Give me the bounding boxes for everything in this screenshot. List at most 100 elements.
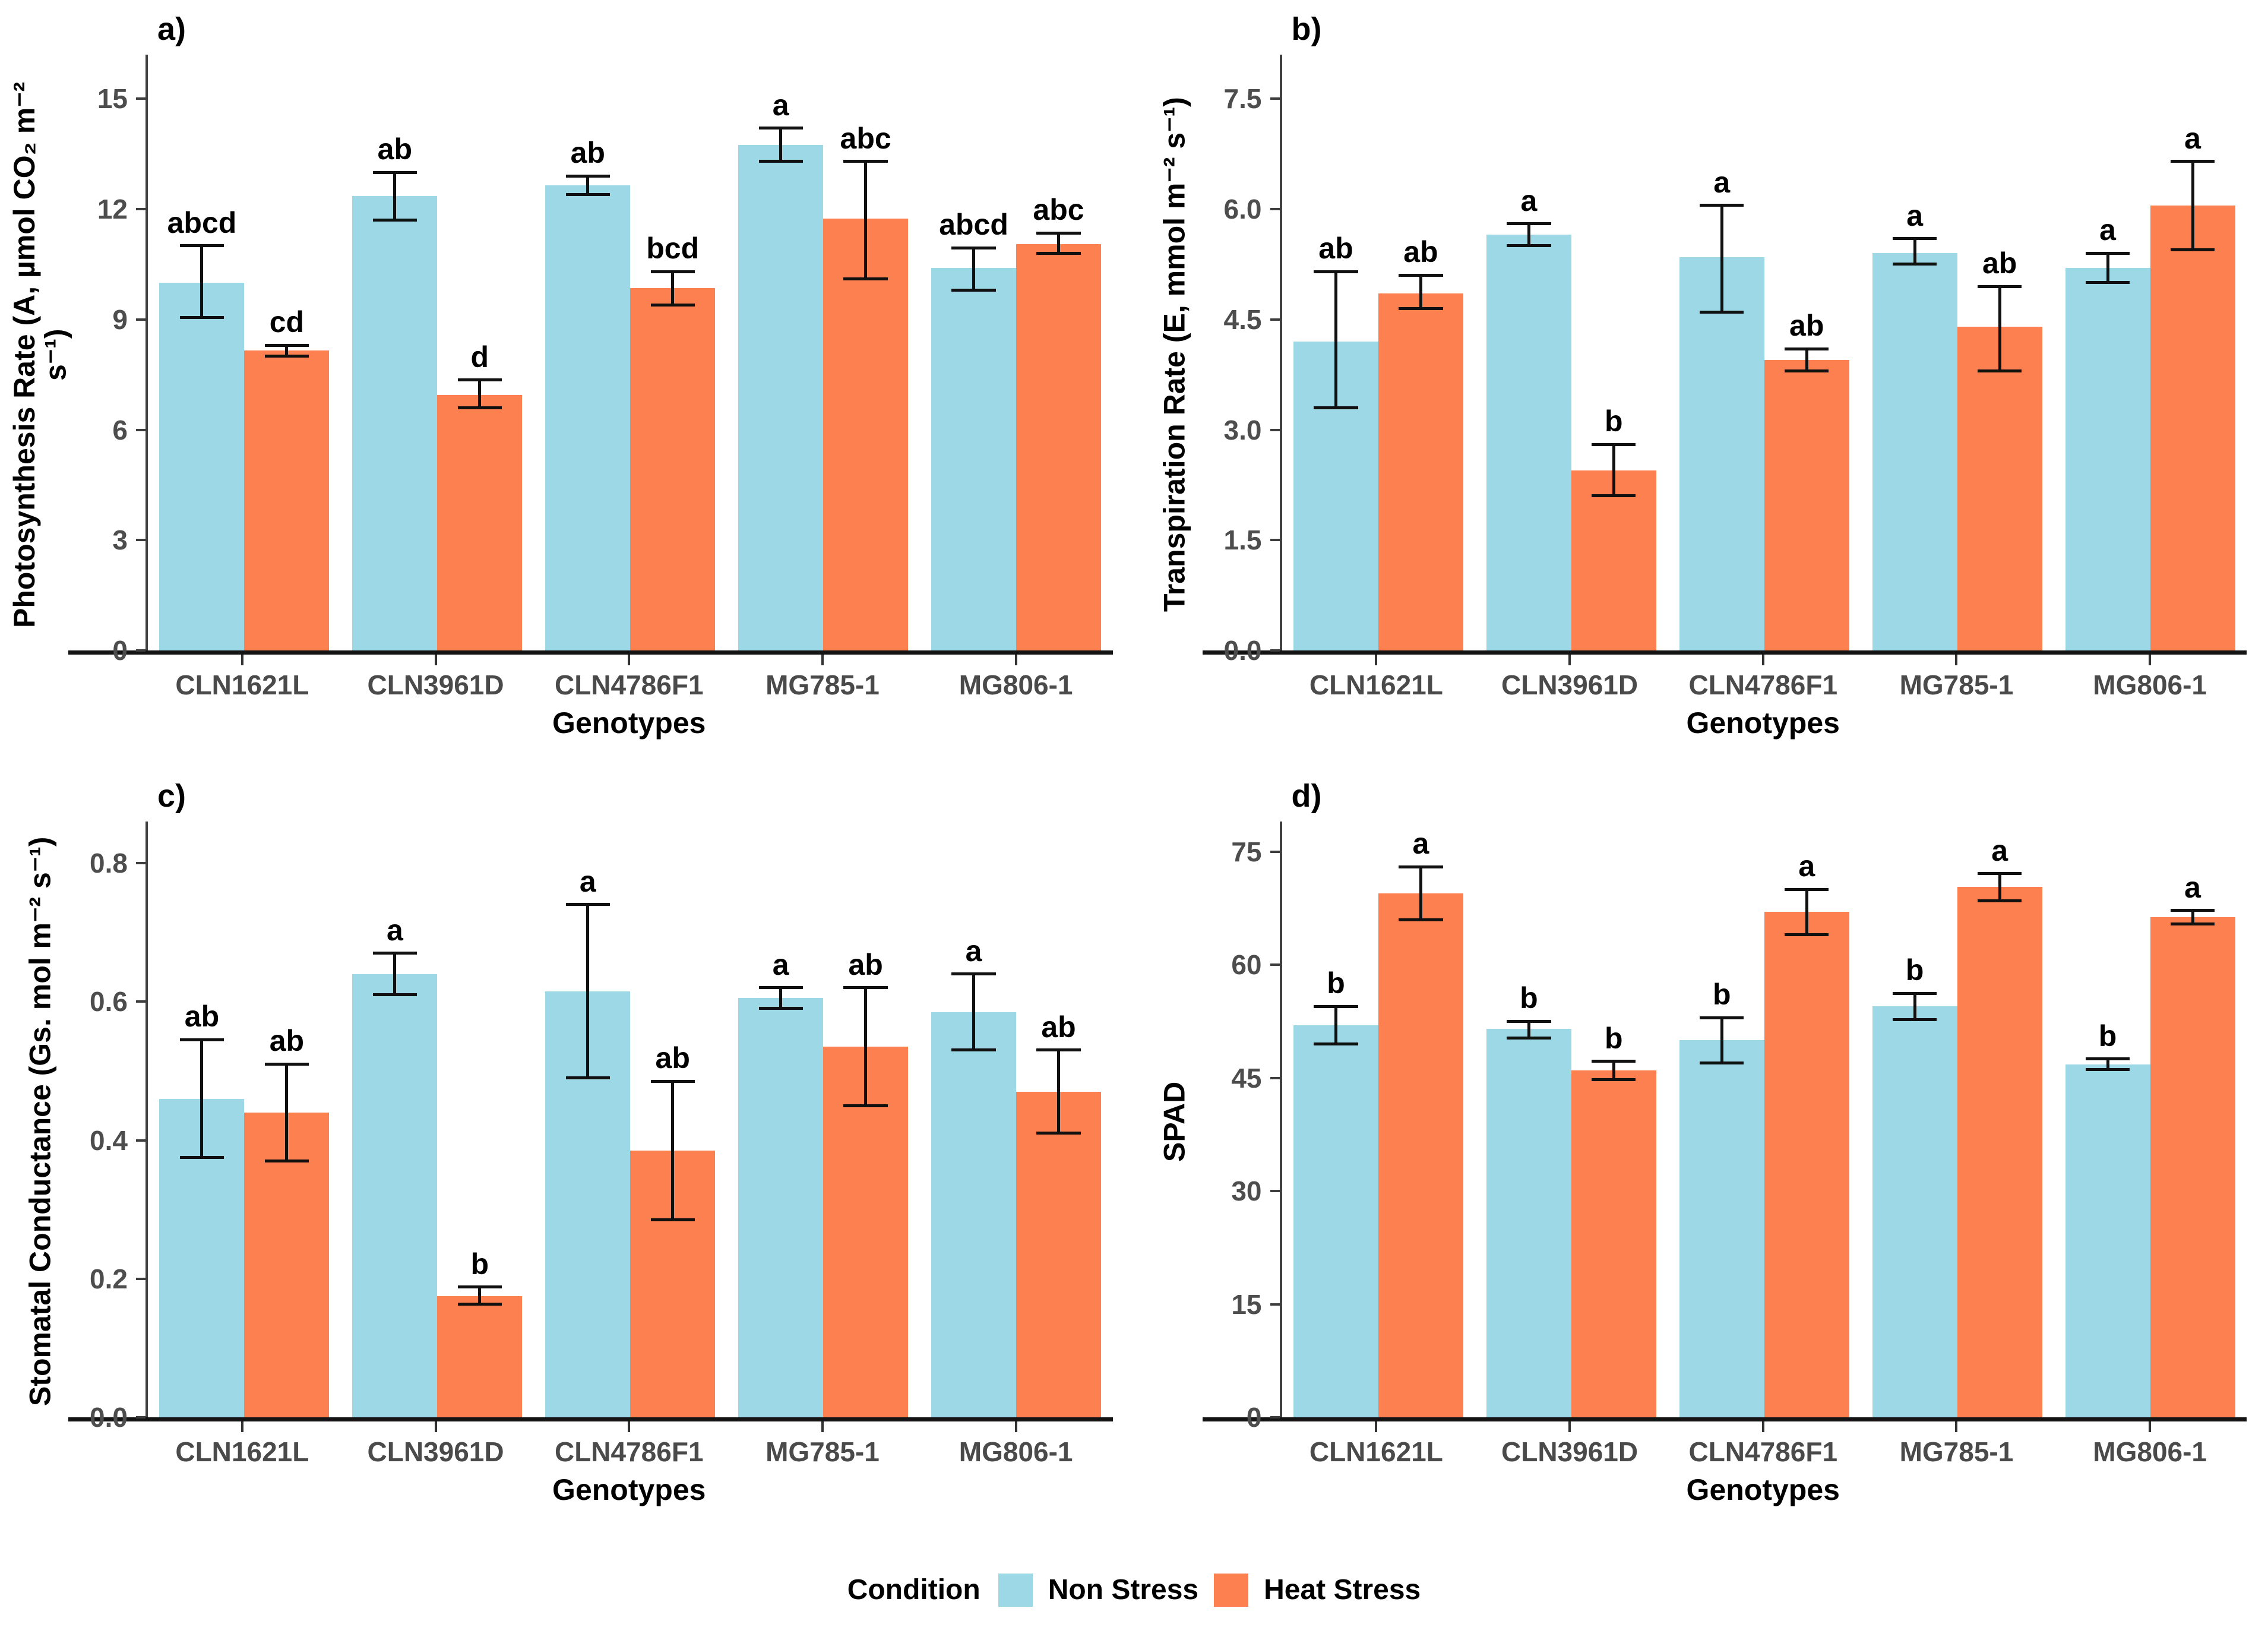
bar-heat-stress	[1016, 1091, 1101, 1417]
panel-c-tag: c)	[157, 778, 186, 814]
error-bar-cap	[372, 993, 417, 997]
y-tick-mark	[1270, 649, 1280, 652]
error-bar	[1334, 271, 1337, 408]
x-tick-label: CLN1621L	[1309, 669, 1443, 700]
panel-d-x-axis-title: Genotypes	[1686, 1473, 1840, 1506]
bar-heat-stress	[1957, 327, 2042, 650]
x-tick-label: MG806-1	[2093, 669, 2207, 700]
error-bar-cap	[2170, 909, 2215, 912]
x-tick-mark	[434, 1421, 437, 1432]
panel-d-plot-area: b a b b b a b a b a	[1279, 822, 2247, 1417]
significance-letter: a	[2099, 213, 2116, 247]
error-bar	[1998, 873, 2001, 901]
panel-c-x-axis: CLN1621L CLN3961D CLN4786F1 MG785-1 MG806-1	[145, 1421, 1113, 1471]
bar-heat-stress	[1571, 470, 1656, 650]
x-tick-label: CLN3961D	[367, 669, 504, 700]
y-tick-mark	[1270, 1190, 1280, 1193]
y-tick-label: 15	[1231, 1288, 1262, 1320]
significance-letter: ab	[377, 132, 413, 166]
error-bar-cap	[179, 1156, 224, 1160]
y-tick-label: 15	[97, 83, 128, 115]
y-tick-label: 0	[112, 635, 128, 666]
bar-heat-stress	[1764, 359, 1849, 650]
error-bar	[2106, 253, 2109, 283]
error-bar-cap	[1785, 887, 1829, 891]
error-bar-cap	[951, 1048, 996, 1052]
error-bar	[1913, 238, 1916, 264]
error-bar-cap	[650, 1218, 695, 1222]
error-bar-cap	[1592, 443, 1636, 446]
y-tick-mark	[1270, 1303, 1280, 1306]
panel-b-x-axis: CLN1621L CLN3961D CLN4786F1 MG785-1 MG806-1	[1280, 655, 2247, 704]
panel-grid: a) Photosynthesis Rate (A, µmol CO₂ m⁻² …	[0, 0, 2247, 1506]
panel-a-tag: a)	[157, 11, 186, 47]
panel-b-y-axis-title: Transpiration Rate (E, mmol m⁻² s⁻¹)	[1157, 97, 1191, 612]
significance-letter: a	[386, 913, 403, 947]
error-bar	[671, 271, 675, 305]
error-bar-cap	[650, 270, 695, 273]
bar-heat-stress	[1571, 1070, 1656, 1417]
error-bar-cap	[951, 288, 996, 292]
legend-title: Condition	[847, 1574, 980, 1606]
significance-letter: a	[579, 864, 596, 898]
error-bar	[586, 904, 590, 1078]
error-bar-cap	[1507, 222, 1551, 226]
error-bar-cap	[1592, 1078, 1636, 1081]
panel-b-body: Transpiration Rate (E, mmol m⁻² s⁻¹) 0.0…	[1146, 55, 2247, 666]
error-bar-cap	[758, 986, 803, 990]
significance-letter: a	[772, 947, 789, 981]
error-bar-cap	[1977, 899, 2022, 902]
error-bar-cap	[1700, 204, 1744, 207]
x-tick-label: CLN4786F1	[1688, 669, 1838, 700]
bar-non-stress	[738, 998, 824, 1417]
x-tick-label: MG785-1	[766, 669, 880, 700]
error-bar-cap	[1399, 273, 1443, 277]
panel-d-tag: d)	[1291, 778, 1322, 814]
significance-letter: abcd	[167, 206, 237, 239]
error-bar	[1057, 1050, 1061, 1133]
panel-a: a) Photosynthesis Rate (A, µmol CO₂ m⁻² …	[0, 0, 1134, 767]
y-tick-mark	[136, 318, 145, 321]
error-bar	[2106, 1059, 2109, 1070]
legend-swatch-heat-stress-icon	[1214, 1573, 1249, 1607]
error-bar-cap	[1700, 1016, 1744, 1019]
error-bar-cap	[264, 1159, 309, 1162]
panel-c-body: Stomatal Conductance (Gs. mol m⁻² s⁻¹) 0…	[12, 822, 1113, 1433]
bar-heat-stress	[2150, 205, 2235, 650]
error-bar	[1527, 223, 1530, 246]
x-tick-mark	[1568, 655, 1571, 665]
panel-d-axes: 0 15 30 45 60 75 b a b b b a b a b a	[1202, 822, 2247, 1433]
error-bar	[864, 161, 868, 279]
y-tick-label: 3.0	[1223, 414, 1262, 446]
bar-non-stress	[352, 974, 438, 1417]
y-tick-mark	[136, 1000, 145, 1003]
x-tick-label: CLN3961D	[1501, 669, 1638, 700]
error-bar-cap	[2170, 160, 2215, 163]
y-tick-mark	[136, 649, 145, 652]
y-tick-label: 4.5	[1223, 304, 1262, 335]
error-bar	[1057, 233, 1061, 254]
error-bar	[2191, 910, 2194, 924]
bar-non-stress	[738, 144, 824, 650]
x-tick-label: CLN4786F1	[554, 1436, 704, 1467]
error-bar-cap	[843, 160, 888, 163]
y-tick-mark	[1270, 850, 1280, 853]
bar-non-stress	[931, 1012, 1017, 1417]
x-tick-mark	[628, 655, 631, 665]
error-bar	[671, 1081, 675, 1220]
error-bar-cap	[372, 219, 417, 222]
y-tick-label: 30	[1231, 1176, 1262, 1207]
error-bar-cap	[1977, 369, 2022, 372]
y-tick-label: 60	[1231, 949, 1262, 981]
significance-letter: ab	[848, 947, 883, 981]
y-tick-label: 7.5	[1223, 83, 1262, 115]
y-tick-mark	[136, 208, 145, 211]
bar-non-stress	[352, 196, 438, 650]
x-tick-label: CLN4786F1	[1688, 1436, 1838, 1467]
significance-letter: ab	[1403, 235, 1438, 269]
error-bar-cap	[1592, 494, 1636, 498]
legend-label-heat-stress: Heat Stress	[1264, 1574, 1421, 1606]
bar-non-stress	[1293, 1025, 1378, 1417]
panel-a-plot-area: abcd cd ab d ab bcd a abc abcd abc	[145, 55, 1113, 650]
error-bar-cap	[565, 192, 610, 196]
